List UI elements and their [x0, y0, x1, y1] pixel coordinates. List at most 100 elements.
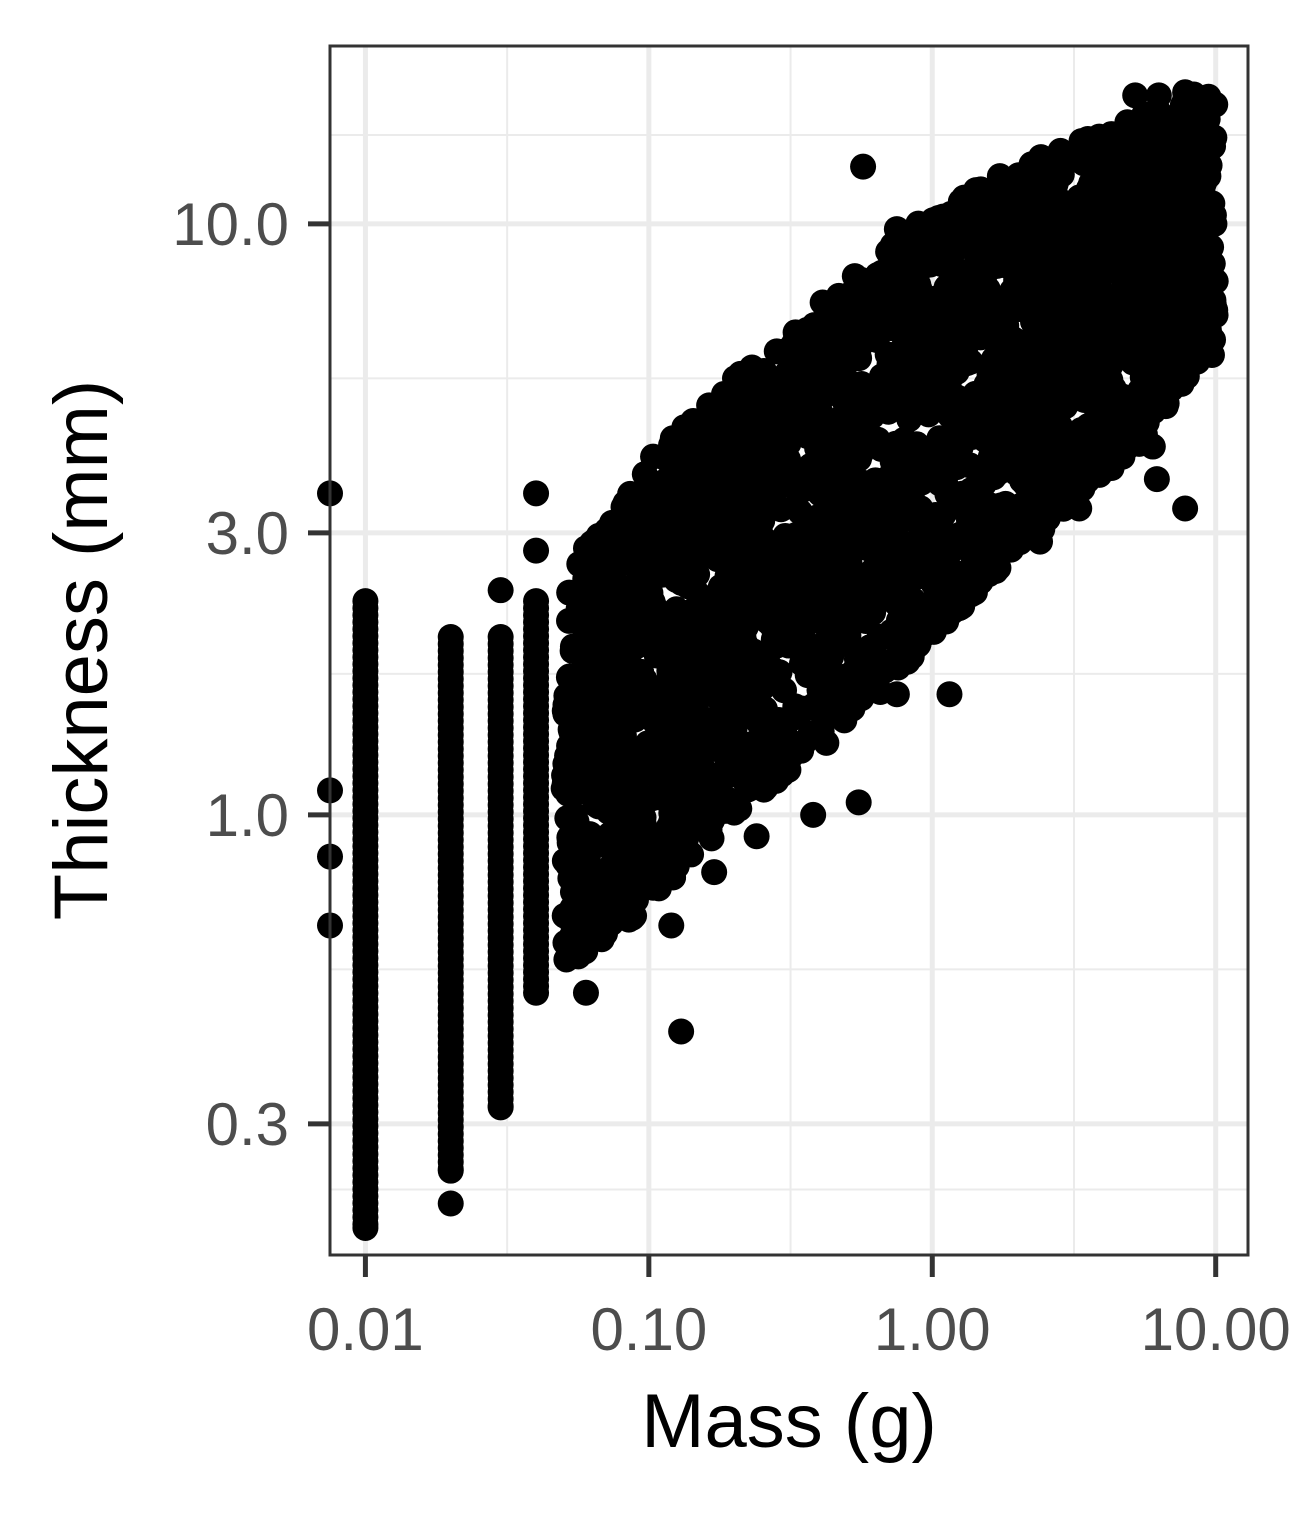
data-point	[569, 883, 596, 910]
data-point	[621, 706, 648, 733]
data-point	[809, 289, 836, 316]
data-point	[669, 657, 696, 684]
data-point	[1121, 341, 1148, 368]
data-point	[574, 737, 601, 764]
data-point	[800, 801, 827, 828]
data-point	[771, 466, 798, 493]
data-point	[1175, 155, 1202, 182]
data-point	[1138, 398, 1165, 425]
data-point	[809, 567, 836, 594]
data-point	[658, 912, 685, 939]
data-point	[883, 681, 910, 708]
data-point	[553, 682, 580, 709]
data-point	[1034, 154, 1061, 181]
data-point	[855, 282, 882, 309]
data-point	[842, 371, 869, 398]
data-point	[772, 433, 799, 460]
data-point	[913, 310, 940, 337]
x-tick-label: 0.10	[590, 1296, 707, 1363]
data-point	[717, 511, 744, 538]
data-point	[587, 569, 614, 596]
data-point	[1189, 98, 1216, 125]
data-point	[880, 468, 907, 495]
data-point	[1062, 421, 1089, 448]
data-point	[953, 350, 980, 377]
data-point	[566, 550, 593, 577]
data-point	[561, 856, 588, 883]
data-point	[896, 265, 923, 292]
data-point	[1099, 201, 1126, 228]
data-point	[663, 501, 690, 528]
data-point	[707, 582, 734, 609]
data-point	[1041, 387, 1068, 414]
data-point	[1020, 308, 1047, 335]
data-point	[630, 609, 657, 636]
data-point	[1085, 234, 1112, 261]
data-point	[692, 811, 719, 838]
data-point	[1029, 481, 1056, 508]
y-tick-label: 1.0	[206, 782, 289, 849]
data-point	[734, 364, 761, 391]
data-point	[1165, 221, 1192, 248]
data-point	[588, 916, 615, 943]
data-point	[601, 660, 628, 687]
data-point	[763, 754, 790, 781]
data-point	[621, 813, 648, 840]
data-point	[688, 724, 715, 751]
data-point	[645, 679, 672, 706]
data-point	[584, 608, 611, 635]
data-point	[680, 620, 707, 647]
y-tick-label: 10.0	[172, 191, 289, 258]
data-point	[976, 455, 1003, 482]
data-point	[1129, 364, 1156, 391]
data-point	[1139, 433, 1166, 460]
data-point	[992, 490, 1019, 517]
data-point	[629, 524, 656, 551]
data-point	[845, 789, 872, 816]
data-point	[607, 884, 634, 911]
data-point	[719, 414, 746, 441]
data-point	[604, 598, 631, 625]
data-point	[914, 218, 941, 245]
data-point	[919, 599, 946, 626]
data-point	[911, 526, 938, 553]
data-point	[713, 606, 740, 633]
x-tick-label: 1.00	[874, 1296, 991, 1363]
data-point	[523, 480, 550, 507]
data-point	[933, 460, 960, 487]
data-point	[982, 558, 1009, 585]
data-point	[352, 1214, 379, 1241]
data-point	[869, 648, 896, 675]
data-point	[920, 570, 947, 597]
data-point	[912, 435, 939, 462]
data-point	[738, 731, 765, 758]
data-point	[842, 655, 869, 682]
data-point	[792, 541, 819, 568]
data-point	[1121, 237, 1148, 264]
data-point	[1098, 133, 1125, 160]
data-point	[755, 487, 782, 514]
data-point	[1111, 424, 1138, 451]
data-point	[765, 375, 792, 402]
data-point	[626, 762, 653, 789]
data-point	[980, 511, 1007, 538]
data-point	[757, 405, 784, 432]
data-point	[1054, 291, 1081, 318]
data-point	[1045, 326, 1072, 353]
data-point	[934, 522, 961, 549]
data-point	[709, 482, 736, 509]
data-point	[1072, 308, 1099, 335]
data-point	[974, 322, 1001, 349]
data-point	[806, 666, 833, 693]
data-point	[573, 659, 600, 686]
data-point	[1083, 433, 1110, 460]
data-point	[1145, 82, 1172, 109]
data-point	[949, 223, 976, 250]
data-point	[1028, 203, 1055, 230]
data-point	[1082, 382, 1109, 409]
data-point	[1101, 174, 1128, 201]
data-point	[814, 546, 841, 573]
data-point	[988, 388, 1015, 415]
data-point	[923, 376, 950, 403]
data-point	[867, 435, 894, 462]
